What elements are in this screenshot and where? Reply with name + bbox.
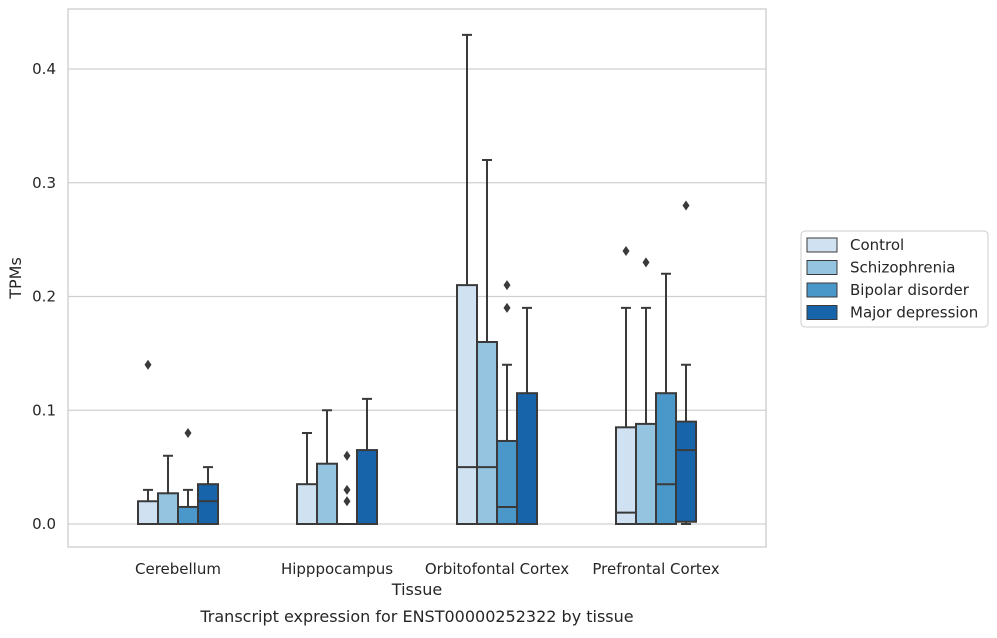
box-schizophrenia [317, 410, 337, 524]
chart-caption: Transcript expression for ENST0000025232… [199, 607, 633, 626]
outlier-point [504, 280, 511, 290]
box-major-depression [517, 308, 537, 524]
box-control [138, 360, 158, 524]
y-tick-label: 0.0 [32, 515, 56, 533]
box-bipolar-disorder [337, 451, 357, 524]
box-body [616, 427, 636, 524]
box-control [297, 433, 317, 524]
x-tick-label: Cerebellum [135, 560, 221, 578]
box-body [178, 507, 198, 524]
outlier-point [683, 201, 690, 211]
box-schizophrenia [158, 456, 178, 524]
y-axis-ticks: 0.0 0.1 0.2 0.3 0.4 [32, 60, 56, 533]
y-tick-label: 0.4 [32, 60, 56, 78]
box-layer [138, 35, 696, 524]
outlier-point [504, 303, 511, 313]
box-body [198, 484, 218, 524]
y-axis-title: TPMs [6, 257, 25, 300]
outlier-point [623, 246, 630, 256]
legend-swatch [807, 261, 837, 275]
box-body [656, 393, 676, 524]
box-major-depression [357, 399, 377, 524]
box-body [297, 484, 317, 524]
y-tick-label: 0.1 [32, 401, 56, 419]
x-tick-label: Orbitofontal Cortex [425, 560, 569, 578]
box-body [317, 464, 337, 524]
legend-label: Major depression [850, 304, 978, 322]
outlier-point [344, 485, 351, 495]
box-body [676, 422, 696, 522]
x-axis-ticks: Cerebellum Hipppocampus Orbitofontal Corte… [135, 560, 720, 578]
legend-swatch [807, 238, 837, 252]
box-schizophrenia [477, 160, 497, 524]
outlier-point [344, 451, 351, 461]
outlier-point [643, 257, 650, 267]
legend-swatch [807, 283, 837, 297]
legend-label: Schizophrenia [850, 259, 955, 277]
box-body [636, 424, 656, 524]
box-body [158, 493, 178, 524]
box-body [457, 285, 477, 524]
box-control [457, 35, 477, 524]
box-control [616, 246, 636, 524]
box-body [477, 342, 497, 524]
box-bipolar-disorder [656, 274, 676, 524]
box-major-depression [198, 467, 218, 524]
legend-label: Bipolar disorder [850, 281, 970, 299]
box-major-depression [676, 201, 696, 525]
box-body [138, 501, 158, 524]
outlier-point [344, 496, 351, 506]
box-body [517, 393, 537, 524]
box-schizophrenia [636, 257, 656, 524]
outlier-point [185, 428, 192, 438]
legend-swatch [807, 306, 837, 320]
legend-label: Control [850, 236, 904, 254]
box-bipolar-disorder [497, 280, 517, 524]
legend: Control Schizophrenia Bipolar disorder Majo… [801, 231, 988, 327]
outlier-point [145, 360, 152, 370]
y-tick-label: 0.2 [32, 288, 56, 306]
x-axis-title: Tissue [391, 580, 442, 599]
x-tick-label: Hipppocampus [281, 560, 393, 578]
box-body [357, 450, 377, 524]
box-bipolar-disorder [178, 428, 198, 524]
y-tick-label: 0.3 [32, 174, 56, 192]
box-body [497, 441, 517, 524]
x-tick-label: Prefrontal Cortex [592, 560, 719, 578]
